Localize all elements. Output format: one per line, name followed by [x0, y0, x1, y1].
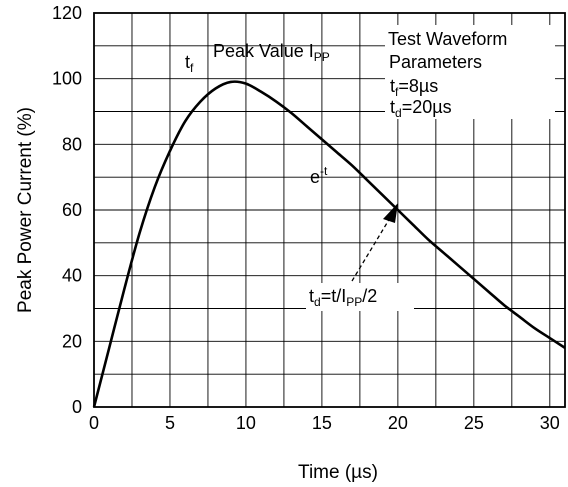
y-tick-label: 80	[62, 134, 82, 154]
y-tick-label: 60	[62, 200, 82, 220]
decay-label: e-t	[310, 164, 328, 187]
y-tick-label: 40	[62, 266, 82, 286]
parameters-title-line1: Test Waveform	[388, 29, 507, 49]
parameters-td: td=20µs	[390, 97, 452, 120]
x-tick-label: 10	[236, 413, 256, 433]
y-tick-label: 0	[72, 397, 82, 417]
td-arrow-line	[351, 212, 394, 282]
series-layer	[92, 80, 566, 408]
td-label-box	[306, 283, 414, 311]
td-arrow-head	[383, 203, 398, 223]
parameters-tf: tf=8µs	[390, 76, 438, 99]
x-tick-label: 5	[165, 413, 175, 433]
y-axis-title: Peak Power Current (%)	[15, 107, 36, 313]
y-tick-label: 120	[52, 3, 82, 23]
x-tick-label: 25	[464, 413, 484, 433]
x-axis-title: Time (µs)	[298, 462, 378, 483]
parameters-box	[385, 25, 555, 119]
tf-label: tf	[185, 52, 194, 75]
y-tick-label: 20	[62, 331, 82, 351]
y-tick-label: 100	[52, 69, 82, 89]
parameters-title-line2: Parameters	[389, 52, 482, 72]
tick-labels: 0 5 10 15 20 25 30 0 20 40 60 80 100 120	[52, 3, 560, 433]
x-tick-label: 20	[388, 413, 408, 433]
x-tick-label: 15	[312, 413, 332, 433]
peak-value-label: Peak Value IPP	[213, 41, 330, 64]
td-label: td=t/IPP/2	[309, 286, 377, 309]
plot-frame	[93, 12, 566, 408]
x-tick-label: 30	[540, 413, 560, 433]
x-tick-label: 0	[89, 413, 99, 433]
waveform-line	[92, 80, 566, 408]
